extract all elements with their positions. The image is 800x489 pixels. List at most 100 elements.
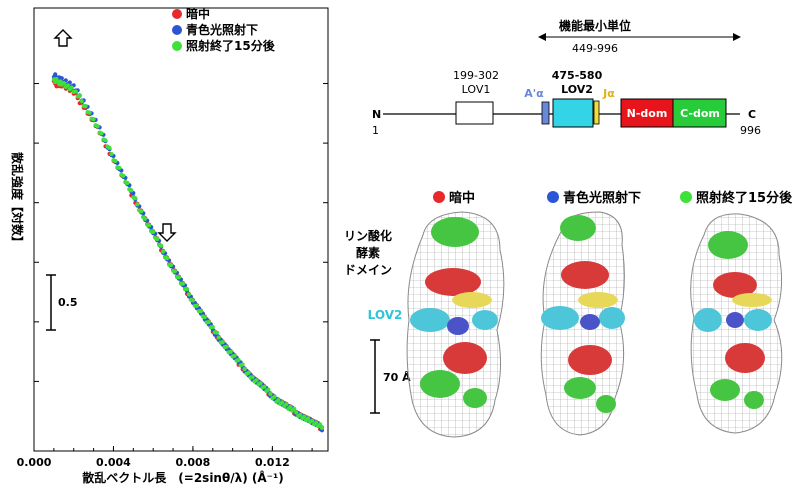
kinase-label-3: ドメイン (344, 263, 392, 277)
aprime-label: A'α (524, 87, 544, 100)
structure-legend-blue: 青色光照射下 (563, 190, 641, 206)
ja-label: Jα (602, 87, 615, 100)
lov1-range: 199-302 (453, 69, 499, 82)
data-point (109, 151, 114, 157)
data-point (276, 398, 281, 403)
scattering-chart: 0.000 0.004 0.008 0.012 散乱強度【対数】 散乱ベクトル長 (=… (10, 6, 329, 485)
lov2-structure-label: LOV2 (368, 308, 403, 322)
scale-bar-label: 0.5 (58, 296, 78, 309)
data-point (250, 375, 255, 380)
kinase-label-1: リン酸化 (344, 228, 392, 243)
data-point (292, 406, 297, 411)
lov2-box (552, 98, 594, 128)
data-point (268, 391, 273, 396)
chart-legend: 暗中 青色光照射下 照射終了15分後 (172, 6, 276, 53)
ja-helix-box (593, 100, 600, 125)
unit-range: 449-996 (572, 42, 618, 55)
data-point (69, 85, 74, 90)
data-point (228, 349, 233, 354)
plot-frame (33, 7, 329, 452)
legend-dot-dark (172, 9, 182, 19)
lov2-map-label: LOV2 (561, 83, 593, 96)
n-dom-label: N-dom (627, 107, 668, 120)
data-point (194, 303, 199, 308)
scale-bar: 0.5 (46, 274, 78, 331)
data-point (302, 414, 307, 419)
data-point (147, 223, 152, 228)
data-point (310, 418, 315, 423)
data-point (319, 425, 325, 430)
structure-legend-dark: 暗中 (449, 190, 475, 206)
lov1-label: LOV1 (462, 83, 491, 96)
c-dom-label: C-dom (680, 107, 720, 120)
lov1-box (455, 101, 494, 125)
data-point (95, 124, 100, 129)
data-point (129, 188, 134, 193)
legend-dot-blue (172, 25, 182, 35)
data-point (73, 89, 78, 94)
data-point (206, 319, 211, 325)
data-point (155, 236, 160, 242)
data-point (77, 93, 82, 99)
data-point (161, 249, 166, 254)
data-point (242, 367, 247, 372)
structure-legend: 暗中 青色光照射下 照射終了15分後 (433, 190, 793, 206)
data-point (210, 324, 215, 330)
data-point (202, 315, 207, 320)
data-point (254, 378, 259, 383)
data-point (143, 216, 148, 221)
structure-legend-dot-after (680, 191, 692, 203)
structure-model-after (690, 213, 783, 434)
structure-legend-dot-dark (433, 191, 445, 203)
data-point (224, 344, 229, 349)
x-ticks: 0.000 0.004 0.008 0.012 (17, 446, 313, 469)
data-point (176, 275, 182, 280)
c-number: 996 (740, 124, 761, 137)
length-scale-bar: 70 Å (370, 339, 411, 414)
lov2-range: 475-580 (552, 69, 603, 82)
data-point (216, 335, 221, 340)
data-point (139, 209, 144, 214)
up-arrow-icon (53, 29, 73, 47)
data-point (190, 298, 195, 303)
unit-title: 機能最小単位 (559, 18, 631, 33)
data-point (65, 83, 70, 88)
x-tick-label: 0.008 (176, 456, 211, 469)
data-point (266, 387, 271, 392)
data-point (117, 165, 122, 170)
n-terminus: N (372, 108, 381, 121)
data-point (298, 412, 303, 417)
data-point (59, 76, 64, 81)
structure-model-blue (540, 211, 625, 436)
data-point (288, 404, 293, 410)
data-point (91, 117, 96, 122)
range-arrow (538, 33, 741, 41)
structure-legend-after: 照射終了15分後 (696, 190, 793, 206)
data-point (198, 309, 203, 314)
data-point (159, 243, 164, 248)
data-point (133, 196, 138, 201)
data-point (61, 81, 66, 86)
data-point (214, 330, 219, 335)
chart-marks (51, 72, 325, 433)
y-ticks (34, 83, 328, 382)
x-tick-label: 0.012 (255, 456, 290, 469)
x-axis-label: 散乱ベクトル長 (=2sinθ/λ) (Å⁻¹) (82, 470, 283, 485)
data-point (103, 138, 108, 143)
data-point (262, 384, 267, 389)
structure-model-dark (406, 211, 505, 438)
data-point (121, 173, 126, 178)
legend-label-after: 照射終了15分後 (186, 38, 276, 53)
data-point (236, 357, 241, 363)
data-point (186, 292, 191, 297)
data-point (87, 110, 92, 115)
data-point (180, 281, 186, 286)
data-point (165, 256, 170, 261)
data-point (172, 269, 178, 274)
structure-panel: 暗中 青色光照射下 照射終了15分後 リン酸化 酵素 ドメイン LOV2 70 … (344, 190, 793, 438)
data-point (258, 381, 263, 386)
c-dom-box (672, 98, 727, 128)
data-point (99, 131, 104, 136)
data-point (306, 416, 311, 421)
data-point (220, 340, 225, 345)
